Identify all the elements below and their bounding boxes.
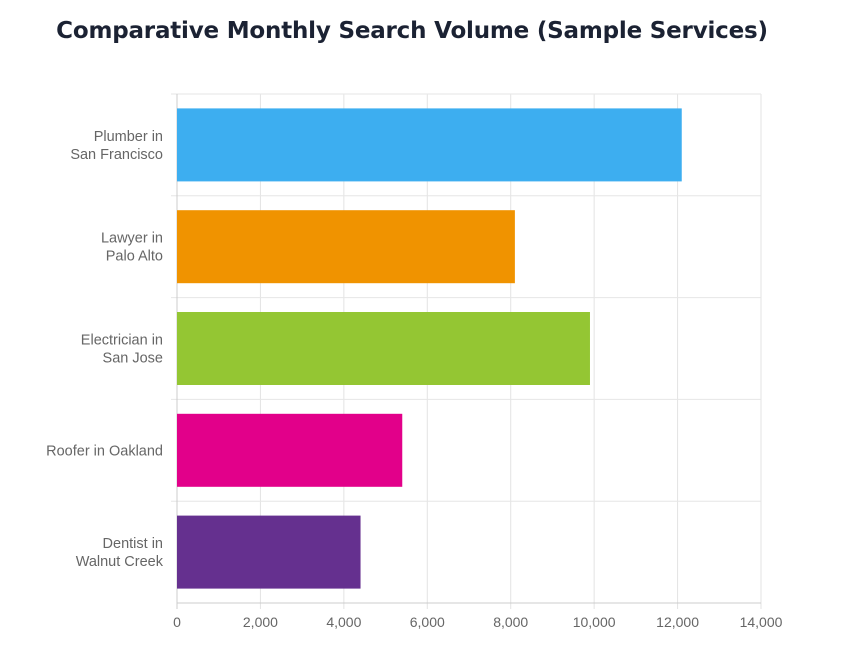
category-label: Walnut Creek xyxy=(76,554,164,570)
category-label: Roofer in Oakland xyxy=(46,443,163,459)
category-label: Plumber in xyxy=(94,129,163,145)
category-label: Lawyer in xyxy=(101,231,163,247)
bar-3 xyxy=(177,413,403,487)
category-label: Palo Alto xyxy=(106,249,163,265)
category-label: San Jose xyxy=(103,351,163,367)
category-label: San Francisco xyxy=(70,147,163,163)
x-tick-label: 0 xyxy=(173,614,181,630)
x-tick-label: 6,000 xyxy=(410,614,445,630)
x-tick-label: 14,000 xyxy=(740,614,783,630)
chart-title: Comparative Monthly Search Volume (Sampl… xyxy=(56,18,768,44)
bar-4 xyxy=(177,515,361,589)
x-tick-label: 4,000 xyxy=(326,614,361,630)
category-label: Electrician in xyxy=(81,333,163,349)
x-tick-label: 10,000 xyxy=(573,614,616,630)
bar-1 xyxy=(177,210,515,284)
bar-2 xyxy=(177,312,590,385)
category-label: Dentist in xyxy=(103,536,163,552)
bar-0 xyxy=(177,108,682,182)
x-tick-label: 12,000 xyxy=(656,614,699,630)
x-tick-label: 8,000 xyxy=(493,614,528,630)
x-tick-label: 2,000 xyxy=(243,614,278,630)
